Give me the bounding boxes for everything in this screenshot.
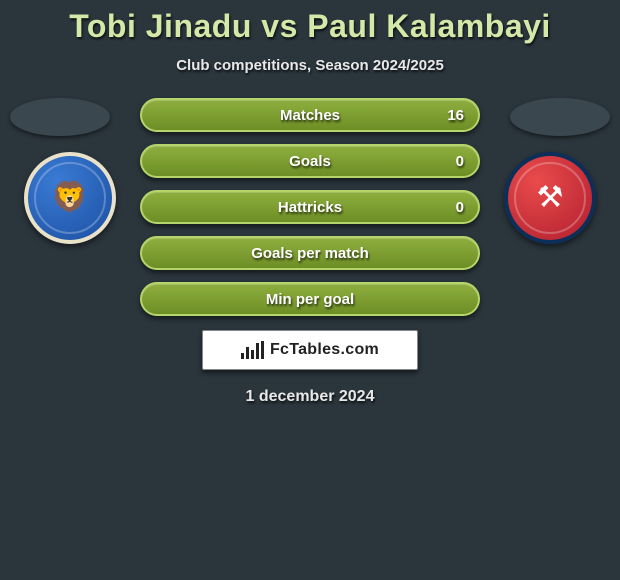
stat-bar-goals: Goals 0 [140, 144, 480, 178]
left-club-crest: 🦁 [24, 152, 116, 244]
stat-bars: Matches 16 Goals 0 Hattricks 0 Goals per… [140, 98, 480, 316]
stat-label: Min per goal [266, 291, 354, 308]
right-club-crest: ⚒ [504, 152, 596, 244]
brand-text: FcTables.com [270, 341, 379, 359]
right-name-plate [510, 98, 610, 136]
stat-label: Matches [280, 107, 340, 124]
stat-value-right: 0 [456, 153, 464, 170]
page-title: Tobi Jinadu vs Paul Kalambayi [0, 0, 620, 45]
left-name-plate [10, 98, 110, 136]
subtitle: Club competitions, Season 2024/2025 [0, 57, 620, 74]
stat-value-right: 0 [456, 199, 464, 216]
brand-watermark: FcTables.com [202, 330, 418, 370]
stat-bar-matches: Matches 16 [140, 98, 480, 132]
stat-bar-min-per-goal: Min per goal [140, 282, 480, 316]
comparison-panel: 🦁 ⚒ Matches 16 Goals 0 Hattricks 0 Goals… [0, 98, 620, 406]
stat-bar-goals-per-match: Goals per match [140, 236, 480, 270]
stat-bar-hattricks: Hattricks 0 [140, 190, 480, 224]
stat-value-right: 16 [447, 107, 464, 124]
stat-label: Goals per match [251, 245, 369, 262]
stat-label: Goals [289, 153, 331, 170]
snapshot-date: 1 december 2024 [0, 388, 620, 406]
stat-label: Hattricks [278, 199, 342, 216]
bar-chart-icon [241, 341, 264, 359]
